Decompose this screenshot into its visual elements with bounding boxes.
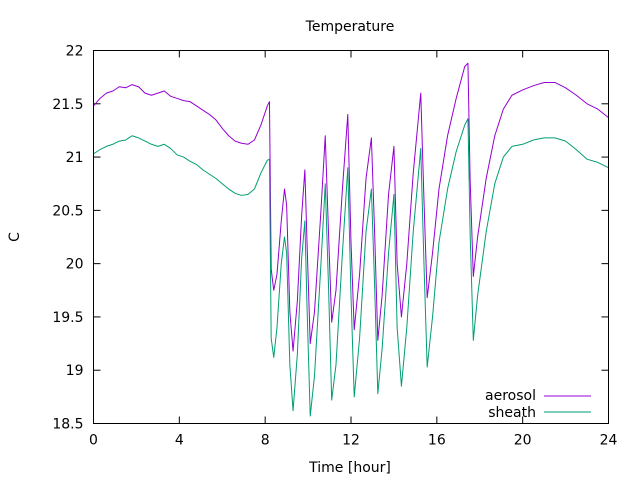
y-tick-label: 21.5 xyxy=(52,97,83,113)
x-tick-label: 12 xyxy=(342,433,360,449)
y-tick-label: 21 xyxy=(66,150,84,166)
y-tick-label: 20 xyxy=(66,257,84,273)
x-tick-label: 4 xyxy=(175,433,184,449)
x-tick-label: 0 xyxy=(89,433,98,449)
legend-label-aerosol: aerosol xyxy=(485,388,536,404)
y-tick-label: 19.5 xyxy=(52,310,83,326)
tick-labels: 0 4 8 12 16 20 24 18.5 19 19.5 20 20.5 21 21.5 22 xyxy=(52,44,617,449)
y-tick-label: 18.5 xyxy=(52,417,83,433)
y-tick-label: 19 xyxy=(66,363,84,379)
x-tick-label: 8 xyxy=(261,433,270,449)
x-axis-label: Time [hour] xyxy=(308,460,391,476)
chart-title: Temperature xyxy=(305,19,395,35)
series-line-aerosol xyxy=(93,62,609,352)
legend-label-sheath: sheath xyxy=(488,405,536,421)
y-tick-label: 22 xyxy=(66,44,84,60)
series-line-sheath xyxy=(93,118,609,417)
y-tick-label: 20.5 xyxy=(52,203,83,219)
x-tick-label: 16 xyxy=(428,433,446,449)
y-axis-label: C xyxy=(7,232,23,242)
legend: aerosol sheath xyxy=(485,388,591,421)
series-layer xyxy=(93,62,609,417)
x-tick-label: 24 xyxy=(600,433,618,449)
plot-frame xyxy=(93,50,609,424)
x-tick-label: 20 xyxy=(514,433,532,449)
